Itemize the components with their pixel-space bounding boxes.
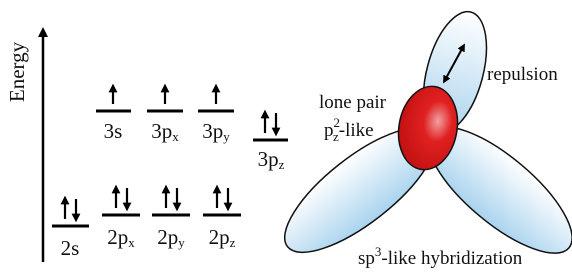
lower-levels: 2s 2px 2py 2pz (52, 188, 241, 260)
text: sp (358, 248, 375, 269)
text: z (279, 157, 285, 172)
axis-label: Energy (5, 41, 29, 102)
text: x (172, 129, 179, 144)
annotation: lone pair (319, 92, 387, 113)
text: 3p (151, 119, 172, 143)
text: -like (339, 120, 374, 141)
text: 2p (209, 225, 230, 249)
text: y (178, 235, 185, 250)
page: {"energy_axis": {"label": "Energy"}, "up… (0, 0, 572, 271)
orbital-label: 2s (61, 236, 80, 260)
hybrid-orbitals (267, 5, 572, 271)
text: 3s (104, 119, 123, 143)
annotation: repulsion (487, 64, 558, 85)
diagram: Energy 3s 3px 3py 3pz 2s 2px 2py 2pz (0, 0, 572, 271)
text: y (223, 129, 230, 144)
text: 2p (157, 225, 178, 249)
text: -like hybridization (381, 248, 522, 269)
text: z (230, 235, 236, 250)
orbital-label: 3py (202, 119, 230, 144)
orbital-label: 3px (151, 119, 179, 144)
orbital-label: 2px (107, 225, 135, 250)
text: x (128, 235, 135, 250)
orbital-label: 3pz (258, 147, 285, 172)
text: 3p (202, 119, 223, 143)
text: 2p (107, 225, 128, 249)
orbital-label: 2pz (209, 225, 236, 250)
text: 3p (258, 147, 279, 171)
annotation: sp3-like hybridization (358, 244, 523, 269)
orbital-label: 3s (104, 119, 123, 143)
text: 2s (61, 236, 80, 260)
upper-levels: 3s 3px 3py 3pz (96, 88, 288, 172)
orbital-label: 2py (157, 225, 185, 250)
